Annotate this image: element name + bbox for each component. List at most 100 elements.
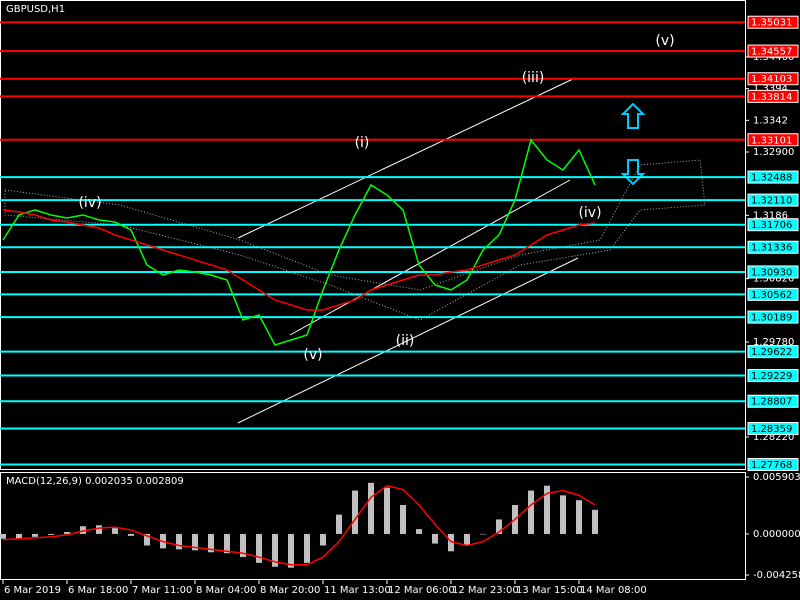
series-line — [2, 138, 596, 346]
level-label: 1.29229 — [751, 371, 792, 382]
histogram-bar — [368, 482, 374, 534]
histogram-bar — [144, 533, 150, 546]
y-tick-label: 0.000000 — [753, 529, 800, 540]
histogram-bar — [48, 533, 54, 535]
wave-label: (i) — [355, 135, 370, 151]
histogram-bar — [16, 533, 22, 539]
x-tick-label: 8 Mar 20:00 — [260, 585, 320, 596]
histogram-bar — [432, 533, 438, 544]
level-label-box — [747, 240, 799, 254]
level-label: 1.31706 — [751, 220, 792, 231]
level-label-box — [747, 265, 799, 279]
level-label: 1.31336 — [751, 243, 792, 254]
y-tick-label: 1.32900 — [753, 147, 794, 158]
level-label: 1.34103 — [751, 74, 792, 85]
level-label-box — [747, 394, 799, 408]
histogram-bar — [0, 533, 6, 539]
macd-title: MACD(12,26,9) 0.002035 0.002809 — [6, 476, 184, 487]
x-tick-label: 12 Mar 23:00 — [452, 585, 519, 596]
x-tick-label: 7 Mar 11:00 — [132, 585, 192, 596]
level-label: 1.33814 — [751, 92, 792, 103]
histogram-bar — [176, 533, 182, 550]
level-label-box — [747, 345, 799, 359]
histogram-bar — [480, 533, 486, 535]
histogram-bar — [80, 526, 86, 534]
histogram-bar — [288, 533, 294, 568]
wave-label: (v) — [655, 33, 674, 49]
level-label-box — [747, 133, 799, 147]
level-label-box — [747, 287, 799, 301]
level-label-box — [747, 44, 799, 58]
level-label: 1.28359 — [751, 424, 792, 435]
level-label: 1.34557 — [751, 47, 792, 58]
level-label-box — [747, 422, 799, 436]
level-label-box — [747, 193, 799, 207]
x-tick-label: 12 Mar 06:00 — [388, 585, 455, 596]
histogram-bar — [320, 533, 326, 546]
level-label-box — [747, 15, 799, 29]
wave-label: (v) — [303, 347, 322, 363]
level-label-box — [747, 310, 799, 324]
histogram-bar — [352, 490, 358, 534]
y-tick-label: 1.3342 — [753, 115, 788, 126]
histogram-bar — [64, 532, 70, 534]
main-panel — [0, 0, 746, 470]
histogram-bar — [544, 485, 550, 534]
y-tick-label: 0.005903 — [753, 472, 800, 483]
arrow-up — [620, 102, 646, 129]
cloud — [4, 159, 706, 321]
ichimoku-cloud — [4, 159, 706, 321]
y-tick-label: 1.3186 — [753, 210, 788, 221]
macd-panel — [0, 472, 746, 580]
level-label: 1.30930 — [751, 267, 792, 278]
histogram-bar — [576, 500, 582, 534]
histogram-bar — [528, 490, 534, 534]
arrow-down — [620, 159, 646, 186]
channel — [237, 77, 579, 424]
channel-line — [237, 77, 576, 239]
histogram-bar — [304, 533, 310, 563]
x-tick-label: 13 Mar 15:00 — [516, 585, 583, 596]
histogram-bar — [192, 533, 198, 551]
x-tick-label: 14 Mar 08:00 — [580, 585, 647, 596]
x-tick-label: 11 Mar 13:00 — [324, 585, 391, 596]
wave-label: (ii) — [396, 333, 415, 349]
level-label-box — [747, 170, 799, 184]
wave-label: (iv) — [578, 205, 601, 221]
y-tick-label: 1.30820 — [753, 274, 794, 285]
histogram-bar — [496, 519, 502, 534]
level-label: 1.28807 — [751, 397, 792, 408]
y-tick-label: 1.3394 — [753, 84, 788, 95]
wave-label: (iii) — [522, 70, 545, 86]
histogram-bar — [560, 495, 566, 534]
level-label: 1.30562 — [751, 290, 792, 301]
level-label: 1.35031 — [751, 18, 792, 29]
series-line — [2, 484, 596, 566]
histogram-bar — [32, 533, 38, 537]
y-tick-label: -0.004258 — [753, 570, 800, 581]
x-tick-label: 6 Mar 18:00 — [68, 585, 128, 596]
channel-line — [237, 257, 579, 424]
histogram-bar — [416, 529, 422, 534]
y-tick-label: 1.28220 — [753, 432, 794, 443]
histogram-bar — [272, 533, 278, 567]
histogram-bar — [128, 533, 134, 536]
wave-label: (iv) — [78, 195, 101, 211]
channel-line — [289, 179, 571, 336]
level-label: 1.33101 — [751, 135, 792, 146]
x-tick-label: 6 Mar 2019 — [4, 585, 61, 596]
histogram-bar — [592, 509, 598, 534]
histogram-bar — [240, 533, 246, 558]
histogram-bar — [400, 504, 406, 534]
level-label: 1.30189 — [751, 313, 792, 324]
histogram-bar — [464, 533, 470, 546]
histogram-bar — [336, 514, 342, 534]
level-label: 1.32488 — [751, 173, 792, 184]
level-label-box — [747, 72, 799, 86]
level-label-box — [747, 458, 799, 472]
histogram-bar — [208, 533, 214, 553]
histogram-bar — [448, 533, 454, 552]
x-tick-label: 8 Mar 04:00 — [196, 585, 256, 596]
level-label: 1.29622 — [751, 347, 792, 358]
